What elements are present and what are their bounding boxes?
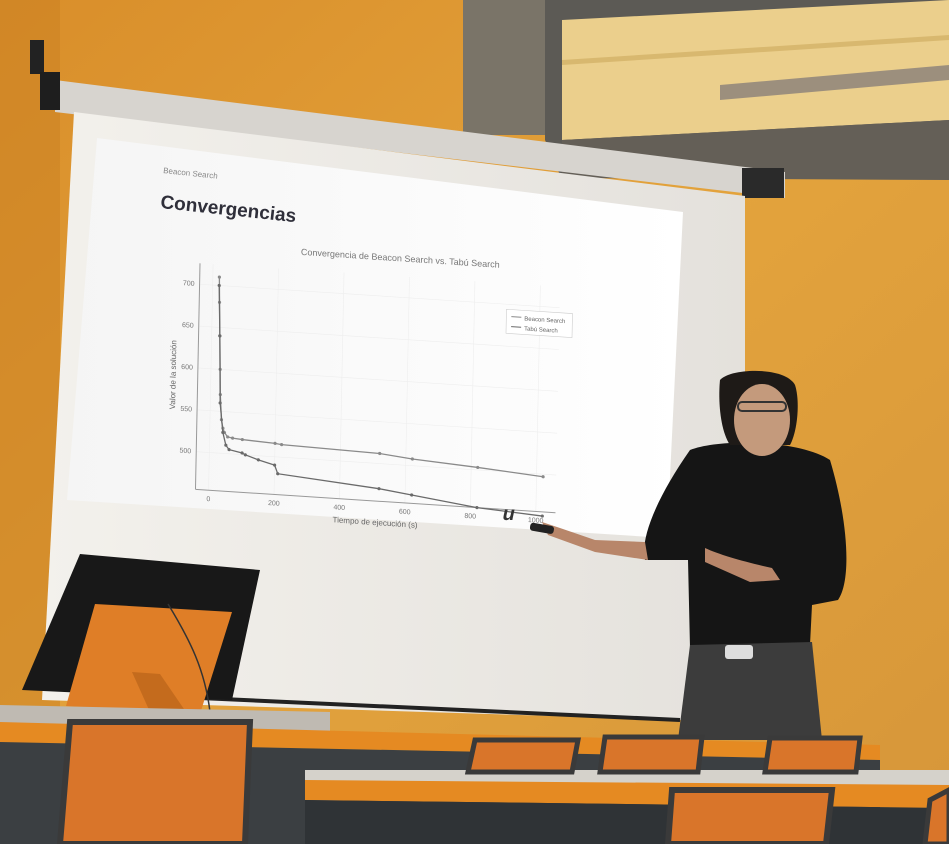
- x-tick-label: 400: [333, 504, 345, 512]
- remote-clicker: [529, 522, 555, 534]
- chair-back-3: [762, 735, 863, 775]
- chair-edge-right: [922, 787, 949, 844]
- presenter-face: [734, 384, 790, 456]
- x-tick-label: 1000: [528, 517, 544, 525]
- series-point-0: [273, 441, 277, 445]
- cable: [167, 603, 211, 713]
- legend-swatch-beacon: [511, 316, 522, 318]
- grid-line-y: [196, 451, 557, 476]
- series-point-0: [217, 275, 221, 279]
- housing-cap-left: [40, 72, 60, 110]
- presenter-shirt: [644, 442, 847, 648]
- chart-grid: [196, 264, 560, 512]
- y-tick-label: 550: [180, 406, 192, 414]
- series-point-0: [541, 475, 545, 479]
- lectern-foot: [132, 672, 186, 712]
- series-point-1: [540, 514, 544, 518]
- legend-swatch-tabu: [511, 326, 522, 328]
- chart-ticks: 0 200 400 600 800 1000 500 550 600 650 700: [179, 280, 544, 525]
- y-axis-label: Valor de la solución: [168, 340, 178, 410]
- series-point-1: [217, 283, 221, 288]
- series-point-0: [240, 437, 244, 442]
- chart-legend: Beacon Search Tabú Search: [505, 308, 573, 338]
- series-point-1: [276, 472, 280, 476]
- concrete-column: [463, 0, 545, 135]
- y-tick-label: 600: [181, 364, 193, 372]
- projected-slide: [67, 138, 683, 538]
- lectern-stand: [66, 604, 232, 714]
- presenter: [529, 370, 847, 740]
- screen-bottom-bar: [199, 696, 681, 722]
- series-point-1: [224, 443, 228, 447]
- x-tick-label: 200: [268, 500, 280, 508]
- y-axis-line: [194, 263, 201, 490]
- grid-line-y: [199, 283, 560, 308]
- series-point-1: [377, 487, 381, 491]
- grid-line-y: [198, 325, 559, 350]
- series-point-1: [240, 451, 244, 455]
- series-point-1: [218, 334, 222, 338]
- chair-back-1: [464, 737, 582, 775]
- legend-label-tabu: Tabú Search: [524, 326, 558, 334]
- series-point-1: [273, 463, 277, 467]
- chair-back-2: [597, 734, 705, 775]
- ceiling-vent: [720, 65, 949, 100]
- screen-housing: [55, 80, 785, 198]
- chair-front-left: [56, 719, 254, 844]
- series-point-0: [476, 465, 480, 470]
- series-point-0: [378, 451, 382, 456]
- wall-bracket: [30, 40, 44, 74]
- grid-line-y: [197, 367, 558, 392]
- wall-shadow-left: [0, 0, 60, 844]
- grid-line-y: [197, 409, 558, 434]
- series-point-1: [410, 493, 414, 497]
- x-tick-label: 600: [399, 509, 411, 517]
- series-point-0: [410, 457, 414, 461]
- presenter-left-hand: [705, 548, 780, 582]
- x-axis-line: [195, 488, 556, 514]
- ceiling-beam: [562, 35, 949, 65]
- series-point-0: [230, 436, 235, 440]
- chart-series: [217, 275, 545, 518]
- chair-front-right: [664, 787, 836, 844]
- series-point-1: [475, 506, 479, 510]
- legend-label-beacon: Beacon Search: [524, 316, 565, 325]
- y-tick-label: 500: [179, 448, 191, 456]
- housing-cap-right: [742, 168, 784, 198]
- belt-buckle: [725, 645, 753, 659]
- slide-logo: u: [500, 503, 517, 525]
- series-point-0: [279, 443, 284, 447]
- y-tick-label: 650: [182, 322, 194, 330]
- ceiling-opening: [562, 0, 949, 140]
- legend-box: [505, 308, 573, 338]
- x-tick-label: 800: [464, 513, 476, 521]
- series-point-1: [227, 447, 231, 452]
- series-point-1: [243, 453, 247, 457]
- series-point-0: [226, 435, 230, 439]
- series-point-1: [218, 401, 222, 405]
- x-tick-label: 0: [206, 496, 210, 503]
- presenter-trousers: [678, 642, 822, 740]
- presenter-right-arm: [542, 522, 648, 560]
- series-point-1: [256, 458, 260, 462]
- glasses-icon: [737, 401, 787, 412]
- y-tick-label: 700: [183, 280, 195, 288]
- series-point-1: [221, 430, 225, 435]
